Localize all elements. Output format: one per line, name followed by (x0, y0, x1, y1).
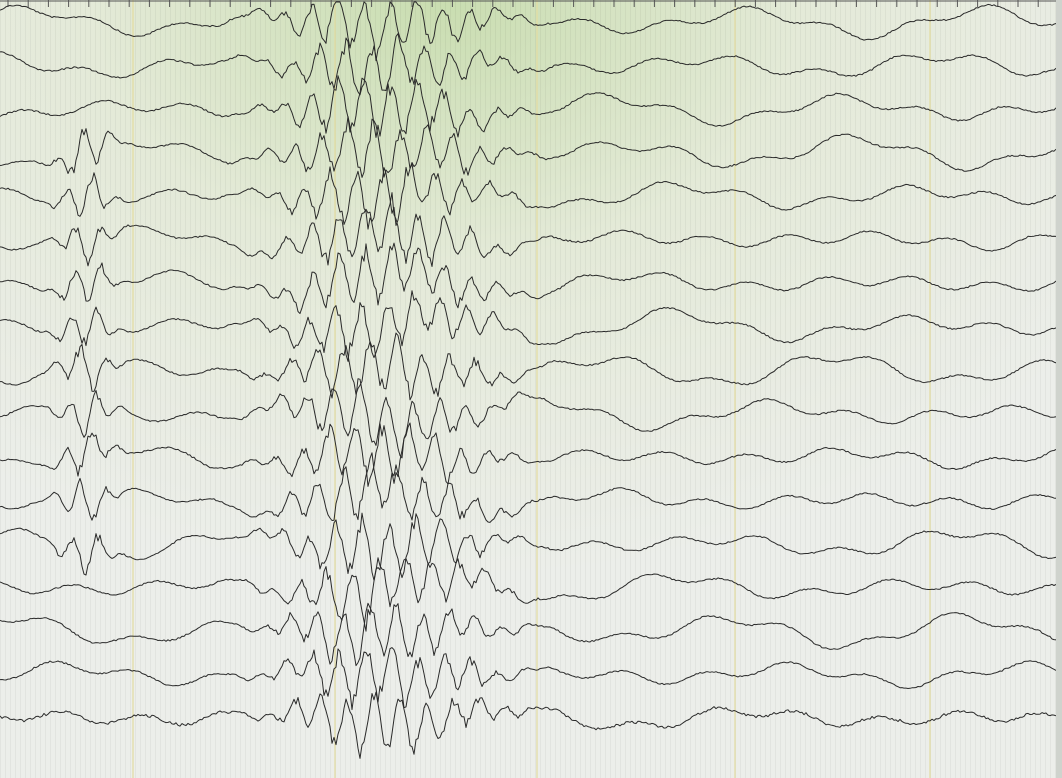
screen-bezel (1056, 0, 1062, 778)
eeg-screen-photo (0, 0, 1062, 778)
page: (() => { const NS = 'http://www.w3.org/2… (0, 0, 1062, 778)
screen-moire (0, 0, 1062, 778)
